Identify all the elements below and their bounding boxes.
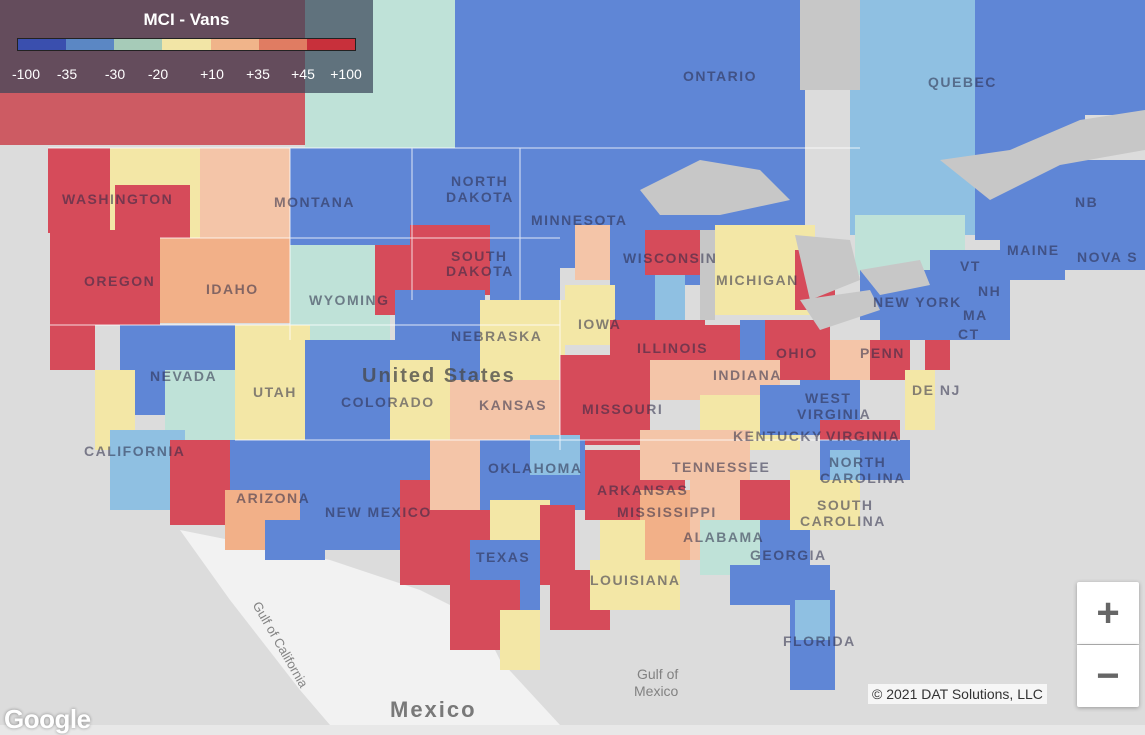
label-georgia: GEORGIA [750,547,827,563]
zoom-out-button[interactable]: − [1077,645,1139,707]
label-kansas: KANSAS [479,397,548,413]
label-montana: MONTANA [274,194,356,210]
legend-tick: +45 [291,66,315,82]
label-illinois: ILLINOIS [637,340,709,356]
label-idaho: IDAHO [206,281,259,297]
label-gulf-of-mexico-1: Gulf of [637,666,679,682]
legend-tick: +100 [330,66,362,82]
label-tennessee: TENNESSEE [672,459,771,475]
label-mexico: Mexico [390,697,477,722]
label-ontario: ONTARIO [683,68,758,84]
label-nh: NH [978,283,1002,299]
label-texas: TEXAS [476,549,531,565]
label-washington: WASHINGTON [62,191,174,207]
great-lakes [640,110,1145,330]
label-united-states: United States [362,365,516,387]
label-missouri: MISSOURI [582,401,664,417]
label-north-dakota-1: NORTH [451,173,509,189]
label-mississippi: MISSISSIPPI [617,504,717,520]
label-louisiana: LOUISIANA [590,572,681,588]
zoom-in-button[interactable]: + [1077,582,1139,644]
label-minnesota: MINNESOTA [531,212,628,228]
legend-title: MCI - Vans [143,10,230,29]
label-colorado: COLORADO [341,394,435,410]
legend-color-swatch [162,39,211,50]
label-indiana: INDIANA [713,367,782,383]
label-south-carolina-1: SOUTH [817,497,874,513]
label-michigan: MICHIGAN [716,272,799,288]
label-south-dakota-1: SOUTH [451,248,508,264]
label-california: CALIFORNIA [84,443,186,459]
label-arizona: ARIZONA [236,490,311,506]
label-south-dakota-2: DAKOTA [446,263,514,279]
legend-tick: -35 [56,66,78,82]
label-north-carolina-1: NORTH [829,454,887,470]
legend-color-swatch [210,39,259,50]
label-penn: PENN [860,345,905,361]
label-oklahoma: OKLAHOMA [488,460,583,476]
label-new-mexico: NEW MEXICO [325,504,432,520]
label-virginia: VIRGINIA [826,428,901,444]
label-alabama: ALABAMA [683,529,765,545]
label-iowa: IOWA [578,316,622,332]
label-quebec: QUEBEC [928,74,997,90]
legend-tick: +35 [246,66,270,82]
google-logo[interactable]: Google [4,704,91,734]
border-lines [48,147,900,450]
label-oregon: OREGON [84,273,156,289]
attribution: © 2021 DAT Solutions, LLC [868,684,1047,704]
label-ma: MA [963,307,988,323]
label-nb: NB [1075,194,1099,210]
label-ohio: OHIO [776,345,818,361]
legend-color-swatch [258,39,307,50]
label-gulf-of-mexico-2: Mexico [634,683,679,699]
legend-color-swatch [18,39,67,50]
label-north-dakota-2: DAKOTA [446,189,514,205]
label-new-york: NEW YORK [873,294,962,310]
legend-tick: -100 [11,66,41,82]
label-wisconsin: WISCONSIN [623,250,718,266]
legend-tick: +10 [200,66,224,82]
label-west-virginia-1: WEST [805,390,852,406]
legend-tick: -30 [104,66,126,82]
legend-color-swatch [306,39,355,50]
legend-color-swatch [66,39,115,50]
legend: MCI - Vans -100 -35 -30 -20 +10 +35 +45 … [0,0,373,93]
label-vt: VT [960,258,981,274]
label-maine: MAINE [1007,242,1060,258]
label-north-carolina-2: CAROLINA [820,470,906,486]
label-arkansas: ARKANSAS [597,482,689,498]
legend-color-bar [17,38,356,51]
label-de-nj: DE NJ [912,382,961,398]
label-wyoming: WYOMING [309,292,390,308]
label-south-carolina-2: CAROLINA [800,513,886,529]
label-west-virginia-2: VIRGINIA [797,406,872,422]
gulf-of-california-water [180,530,330,725]
legend-tick: -20 [147,66,169,82]
label-florida: FLORIDA [783,633,856,649]
legend-color-swatch [114,39,163,50]
label-nevada: NEVADA [150,368,218,384]
label-nova-scotia: NOVA S [1077,249,1139,265]
label-utah: UTAH [253,384,297,400]
label-kentucky: KENTUCKY [733,428,823,444]
label-nebraska: NEBRASKA [451,328,543,344]
us-regions [48,148,1065,690]
label-ct: CT [958,326,980,342]
